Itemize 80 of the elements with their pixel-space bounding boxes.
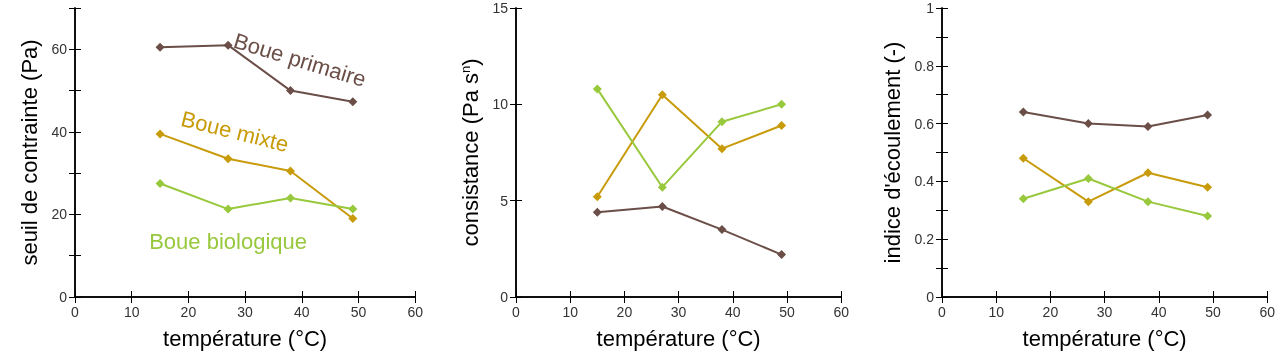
- y-tick-label: 0.6: [914, 115, 935, 132]
- point: [1018, 107, 1028, 117]
- point: [717, 117, 727, 127]
- point: [657, 90, 667, 100]
- point: [1018, 194, 1028, 204]
- x-tick-label: 40: [1151, 304, 1167, 320]
- x-tick-label: 60: [1259, 304, 1276, 320]
- x-tick-label: 30: [1096, 304, 1113, 320]
- x-tick-label: 40: [725, 304, 741, 320]
- x-tick-label: 10: [123, 304, 140, 320]
- x-tick-label: 20: [616, 304, 633, 320]
- x-tick-label: 60: [833, 304, 850, 320]
- y-tick-label: 15: [492, 0, 509, 16]
- x-tick-label: 60: [407, 304, 424, 320]
- point: [777, 250, 787, 260]
- point: [348, 97, 358, 107]
- y-tick-label: 5: [500, 192, 509, 209]
- point: [592, 192, 602, 202]
- point: [717, 144, 727, 154]
- x-tick-label: 50: [779, 304, 796, 320]
- x-tick-label: 30: [237, 304, 254, 320]
- point: [1083, 119, 1093, 129]
- point: [777, 121, 787, 131]
- y-axis-title: indice d'écoulement (-): [880, 41, 906, 264]
- point: [717, 225, 727, 235]
- x-tick-label: 0: [938, 304, 947, 320]
- point: [657, 201, 667, 211]
- y-tick-label: 0: [59, 289, 68, 305]
- x-tick-label: 30: [670, 304, 687, 320]
- point: [348, 204, 358, 214]
- y-axis-title: consistance (Pa sn): [458, 58, 484, 247]
- point: [1203, 211, 1213, 221]
- x-tick-label: 50: [350, 304, 367, 320]
- point: [155, 178, 165, 188]
- x-axis-title: température (°C): [163, 325, 328, 351]
- point: [223, 40, 233, 50]
- point: [285, 193, 295, 203]
- point: [1083, 197, 1093, 207]
- point: [1203, 182, 1213, 192]
- point: [155, 42, 165, 52]
- point: [592, 84, 602, 94]
- text: Boue mixte: [178, 106, 292, 157]
- x-tick-label: 10: [988, 304, 1005, 320]
- y-tick-label: 40: [51, 123, 68, 140]
- y-tick-label: 10: [492, 96, 509, 113]
- point: [155, 129, 165, 139]
- point: [223, 204, 233, 214]
- point: [592, 207, 602, 217]
- y-axis-title: seuil de contrainte (Pa): [17, 39, 43, 266]
- y-tick-label: 0.4: [914, 173, 935, 190]
- point: [1083, 174, 1093, 184]
- y-tick-label: 60: [51, 41, 68, 58]
- y-tick-label: 20: [51, 206, 68, 223]
- y-tick-label: 1: [926, 0, 935, 16]
- x-axis-title: température (°C): [1022, 325, 1187, 351]
- x-tick-label: 20: [180, 304, 197, 320]
- x-axis-title: température (°C): [596, 325, 761, 351]
- point: [1143, 168, 1153, 178]
- y-tick-label: 0: [926, 289, 935, 305]
- y-tick-label: 0.2: [914, 231, 935, 248]
- point: [777, 99, 787, 109]
- point: [1143, 121, 1153, 131]
- y-tick-label: 0: [500, 289, 509, 305]
- point: [285, 166, 295, 176]
- series-label: Boue biologique: [149, 228, 307, 254]
- point: [1018, 153, 1028, 163]
- x-tick-label: 0: [71, 304, 80, 320]
- x-tick-label: 20: [1042, 304, 1059, 320]
- text: Boue primaire: [230, 28, 369, 92]
- x-tick-label: 10: [562, 304, 579, 320]
- point: [223, 154, 233, 164]
- x-tick-label: 50: [1205, 304, 1222, 320]
- point: [1203, 110, 1213, 120]
- x-tick-label: 40: [294, 304, 310, 320]
- y-tick-label: 0.8: [914, 57, 935, 74]
- x-tick-label: 0: [512, 304, 521, 320]
- point: [1143, 197, 1153, 207]
- point: [657, 182, 667, 192]
- point: [285, 86, 295, 96]
- point: [348, 214, 358, 224]
